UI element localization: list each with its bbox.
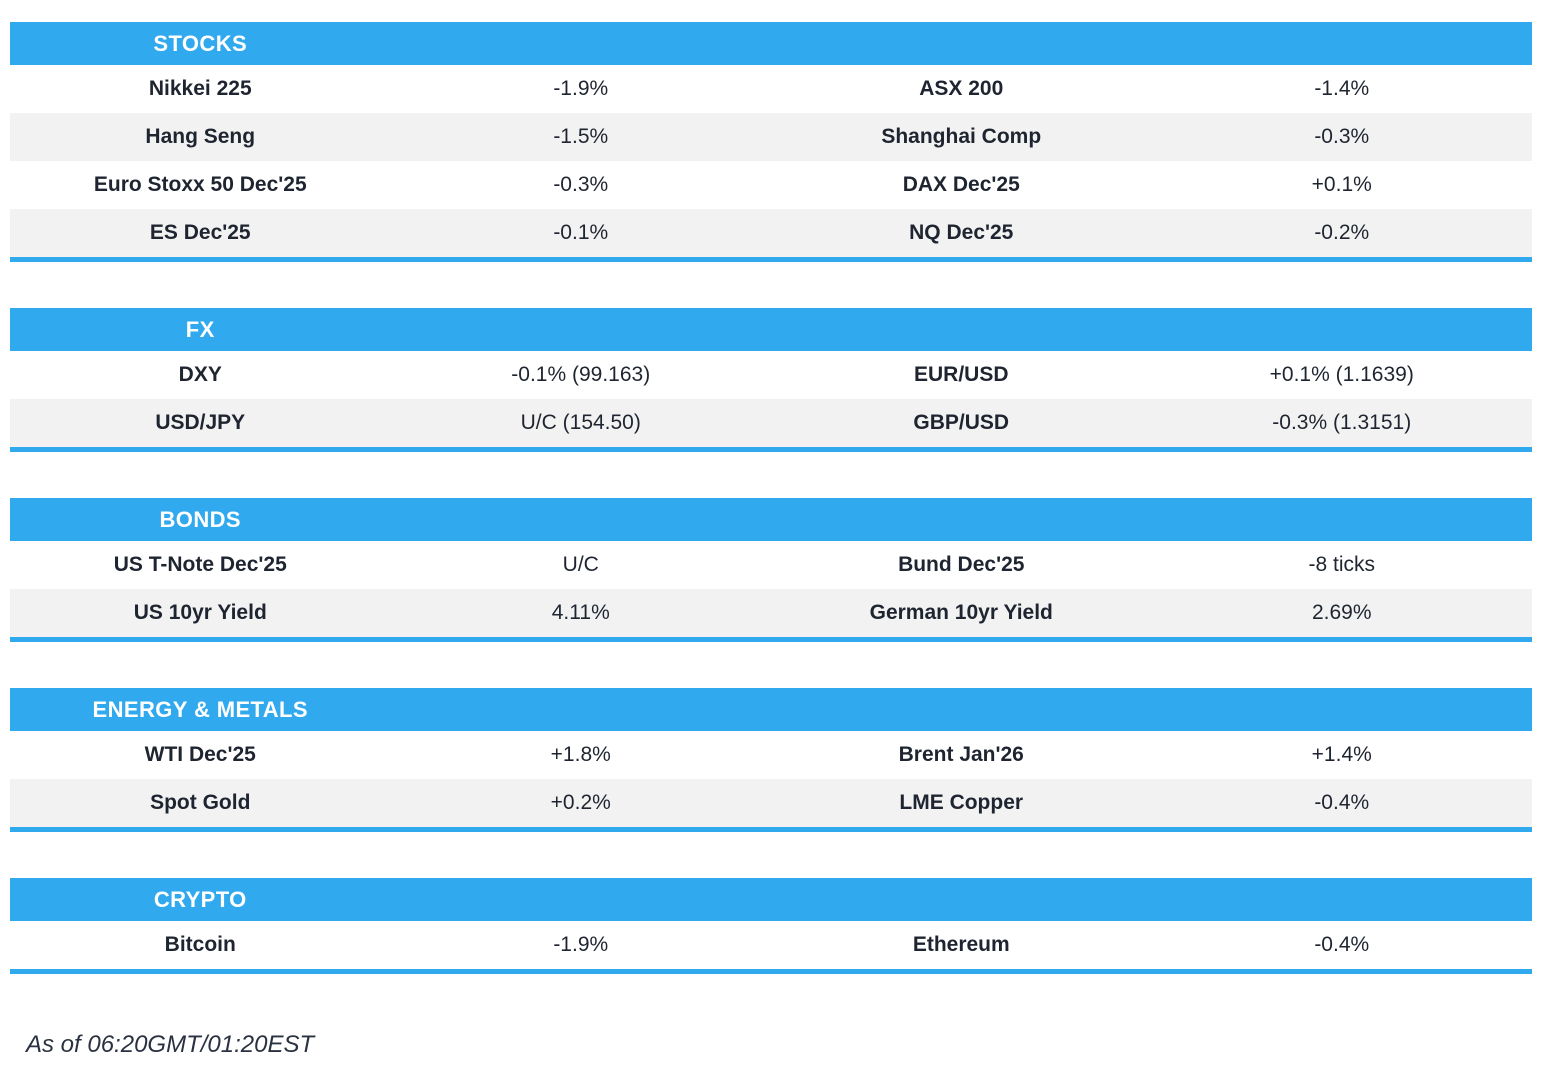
instrument-value: 2.69% bbox=[1311, 601, 1372, 624]
table-row: Bitcoin -1.9% Ethereum -0.4% bbox=[10, 921, 1532, 969]
section-crypto: CRYPTO Bitcoin -1.9% Ethereum -0.4% bbox=[10, 878, 1532, 974]
instrument-value: -1.4% bbox=[1314, 77, 1370, 100]
instrument-label: Ethereum bbox=[912, 933, 1010, 956]
market-summary-table: STOCKS Nikkei 225 -1.9% ASX 200 -1.4% Ha… bbox=[10, 22, 1532, 974]
instrument-value: U/C bbox=[562, 553, 599, 576]
table-row: ES Dec'25 -0.1% NQ Dec'25 -0.2% bbox=[10, 209, 1532, 257]
section-header: FX bbox=[10, 308, 1532, 351]
instrument-value: +0.2% bbox=[550, 791, 611, 814]
instrument-label: US 10yr Yield bbox=[133, 601, 267, 624]
instrument-value: -1.9% bbox=[553, 77, 609, 100]
table-row: Hang Seng -1.5% Shanghai Comp -0.3% bbox=[10, 113, 1532, 161]
instrument-label: NQ Dec'25 bbox=[909, 221, 1014, 244]
section-fx: FX DXY -0.1% (99.163) EUR/USD +0.1% (1.1… bbox=[10, 308, 1532, 452]
section-title: ENERGY & METALS bbox=[92, 696, 308, 722]
instrument-label: ES Dec'25 bbox=[149, 221, 251, 244]
instrument-label: WTI Dec'25 bbox=[144, 743, 256, 766]
instrument-label: ASX 200 bbox=[919, 77, 1004, 100]
instrument-value: +1.4% bbox=[1311, 743, 1372, 766]
instrument-value: 4.11% bbox=[551, 601, 610, 624]
section-header: BONDS bbox=[10, 498, 1532, 541]
instrument-label: Spot Gold bbox=[150, 791, 251, 814]
instrument-label: US T-Note Dec'25 bbox=[113, 553, 287, 576]
instrument-value: -0.3% bbox=[553, 173, 609, 196]
instrument-value: -0.1% bbox=[553, 221, 609, 244]
instrument-label: DXY bbox=[178, 363, 222, 386]
section-title: BONDS bbox=[159, 506, 241, 532]
instrument-value: -0.3% bbox=[1314, 125, 1370, 148]
section-stocks: STOCKS Nikkei 225 -1.9% ASX 200 -1.4% Ha… bbox=[10, 22, 1532, 262]
section-title: FX bbox=[185, 316, 215, 342]
section-header: ENERGY & METALS bbox=[10, 688, 1532, 731]
instrument-label: Euro Stoxx 50 Dec'25 bbox=[93, 173, 307, 196]
instrument-label: Hang Seng bbox=[145, 125, 256, 148]
instrument-value: +1.8% bbox=[550, 743, 611, 766]
instrument-value: -8 ticks bbox=[1308, 553, 1375, 576]
instrument-value: -0.3% (1.3151) bbox=[1272, 411, 1412, 434]
instrument-value: +0.1% (1.1639) bbox=[1269, 363, 1414, 386]
table-row: Spot Gold +0.2% LME Copper -0.4% bbox=[10, 779, 1532, 827]
instrument-value: -1.5% bbox=[553, 125, 609, 148]
instrument-value: -1.9% bbox=[553, 933, 609, 956]
instrument-value: -0.1% (99.163) bbox=[511, 363, 651, 386]
instrument-value: -0.4% bbox=[1314, 791, 1370, 814]
instrument-label: Shanghai Comp bbox=[881, 125, 1042, 148]
section-energy-metals: ENERGY & METALS WTI Dec'25 +1.8% Brent J… bbox=[10, 688, 1532, 832]
table-row: Nikkei 225 -1.9% ASX 200 -1.4% bbox=[10, 65, 1532, 113]
instrument-label: EUR/USD bbox=[913, 363, 1009, 386]
instrument-value: U/C (154.50) bbox=[520, 411, 641, 434]
instrument-label: DAX Dec'25 bbox=[902, 173, 1020, 196]
instrument-label: Brent Jan'26 bbox=[898, 743, 1024, 766]
table-row: WTI Dec'25 +1.8% Brent Jan'26 +1.4% bbox=[10, 731, 1532, 779]
table-row: USD/JPY U/C (154.50) GBP/USD -0.3% (1.31… bbox=[10, 399, 1532, 447]
section-bonds: BONDS US T-Note Dec'25 U/C Bund Dec'25 -… bbox=[10, 498, 1532, 642]
instrument-value: -0.2% bbox=[1314, 221, 1370, 244]
instrument-label: GBP/USD bbox=[913, 411, 1010, 434]
section-title: CRYPTO bbox=[153, 886, 247, 912]
table-row: US T-Note Dec'25 U/C Bund Dec'25 -8 tick… bbox=[10, 541, 1532, 589]
instrument-label: LME Copper bbox=[899, 791, 1024, 814]
section-header: CRYPTO bbox=[10, 878, 1532, 921]
table-row: US 10yr Yield 4.11% German 10yr Yield 2.… bbox=[10, 589, 1532, 637]
instrument-label: Nikkei 225 bbox=[148, 77, 252, 100]
instrument-label: Bund Dec'25 bbox=[898, 553, 1025, 576]
instrument-value: -0.4% bbox=[1314, 933, 1370, 956]
instrument-label: Bitcoin bbox=[164, 933, 236, 956]
table-row: DXY -0.1% (99.163) EUR/USD +0.1% (1.1639… bbox=[10, 351, 1532, 399]
section-header: STOCKS bbox=[10, 22, 1532, 65]
instrument-label: USD/JPY bbox=[155, 411, 246, 434]
table-row: Euro Stoxx 50 Dec'25 -0.3% DAX Dec'25 +0… bbox=[10, 161, 1532, 209]
as-of-timestamp: As of 06:20GMT/01:20EST bbox=[26, 1031, 315, 1058]
instrument-label: German 10yr Yield bbox=[869, 601, 1053, 624]
section-title: STOCKS bbox=[153, 30, 248, 56]
instrument-value: +0.1% bbox=[1311, 173, 1372, 196]
